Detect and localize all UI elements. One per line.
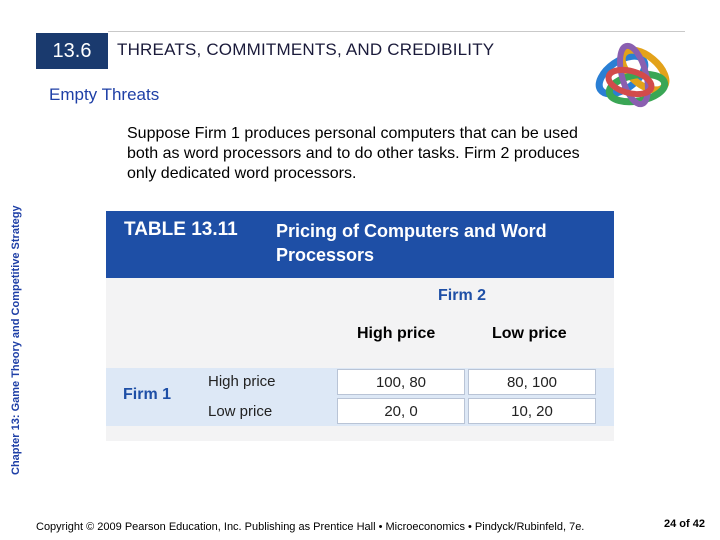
row-header-high: High price xyxy=(208,373,276,390)
row-header-low: Low price xyxy=(208,403,273,420)
table-cell: 10, 20 xyxy=(468,398,596,424)
slide-title: THREATS, COMMITMENTS, AND CREDIBILITY xyxy=(117,40,495,59)
body-paragraph: Suppose Firm 1 produces personal compute… xyxy=(127,125,580,182)
table-header-band: TABLE 13.11 Pricing of Computers and Wor… xyxy=(106,211,614,278)
table-cell: 80, 100 xyxy=(468,369,596,395)
footer-copyright: Copyright © 2009 Pearson Education, Inc.… xyxy=(36,521,585,533)
table-caption: Pricing of Computers and Word Processors xyxy=(276,221,547,265)
title-rule xyxy=(108,31,685,32)
subtitle: Empty Threats xyxy=(49,85,160,104)
row-player-label: Firm 1 xyxy=(123,386,172,403)
section-number-box: 13.6 xyxy=(36,33,108,69)
column-header-high: High price xyxy=(357,325,436,342)
chapter-side-label: Chapter 13: Game Theory and Competitive … xyxy=(10,205,22,475)
table-cell: 20, 0 xyxy=(337,398,465,424)
section-number: 13.6 xyxy=(52,39,92,62)
payoff-table: TABLE 13.11 Pricing of Computers and Wor… xyxy=(106,211,614,441)
column-player-label: Firm 2 xyxy=(438,287,487,304)
column-header-low: Low price xyxy=(492,325,567,342)
page-number: 24 of 42 xyxy=(664,518,705,530)
interlocking-rings-logo xyxy=(595,42,670,108)
table-cell: 100, 80 xyxy=(337,369,465,395)
table-number: TABLE 13.11 xyxy=(124,219,238,240)
